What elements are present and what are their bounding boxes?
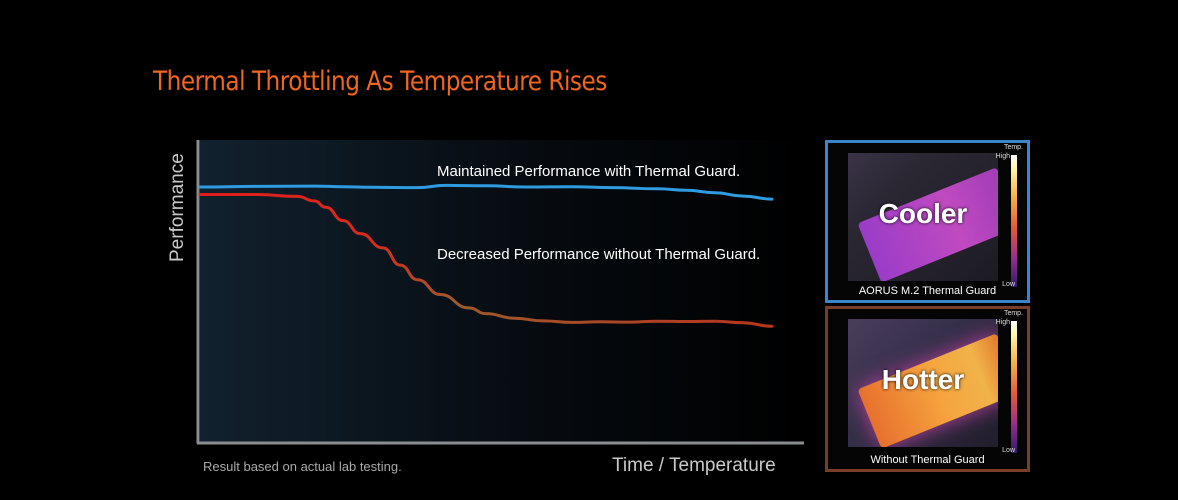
panel-caption-hotter: Without Thermal Guard — [870, 454, 985, 466]
series-line-decreased — [198, 193, 774, 328]
series-annotation-decreased: Decreased Performance without Thermal Gu… — [437, 246, 760, 263]
chart-title: Thermal Throttling As Temperature Rises — [153, 66, 607, 97]
temp-scale-bar — [1011, 155, 1017, 287]
hotter-label: Hotter — [881, 364, 965, 395]
cooler-thermal-panel: Cooler Temp. High Low AORUS M.2 Thermal … — [825, 140, 1030, 303]
hotter-thermal-panel: Hotter Temp. High Low Without Thermal Gu… — [825, 306, 1030, 472]
y-axis-label: Performance — [167, 153, 188, 262]
temp-scale-title: Temp. — [1003, 144, 1023, 151]
cooler-label: Cooler — [878, 198, 968, 229]
temp-scale-high: High — [995, 319, 1010, 326]
series-annotation-maintained: Maintained Performance with Thermal Guar… — [437, 163, 740, 180]
thermal-image-cooler: Cooler — [848, 153, 998, 281]
series-line-maintained — [198, 183, 774, 201]
temp-scale-low: Low — [1002, 447, 1015, 454]
footnote: Result based on actual lab testing. — [203, 459, 402, 474]
x-axis-label: Time / Temperature — [612, 455, 776, 476]
temp-scale-title: Temp. — [1003, 310, 1023, 317]
temp-scale-high: High — [995, 153, 1010, 160]
panel-caption-cooler: AORUS M.2 Thermal Guard — [858, 285, 997, 297]
temp-scale-low: Low — [1002, 281, 1015, 288]
thermal-image-hotter: Hotter — [848, 319, 998, 447]
temp-scale-bar — [1011, 321, 1017, 453]
